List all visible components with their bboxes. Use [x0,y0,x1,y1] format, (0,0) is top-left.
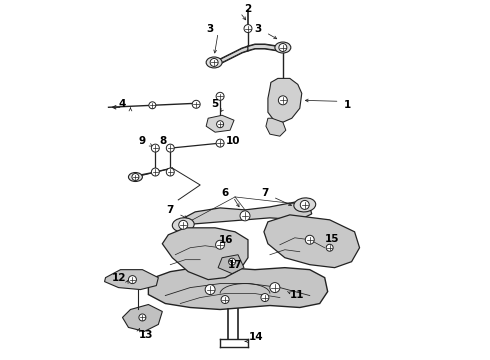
Circle shape [151,168,159,176]
Circle shape [244,24,252,32]
Text: 11: 11 [290,289,304,300]
Circle shape [210,58,218,67]
Polygon shape [148,268,328,310]
Text: 2: 2 [245,4,251,14]
Circle shape [132,174,139,180]
Polygon shape [206,115,234,132]
Text: 15: 15 [324,234,339,244]
Text: 14: 14 [248,332,263,342]
Circle shape [216,240,224,249]
Ellipse shape [294,198,316,212]
Polygon shape [268,78,302,122]
Polygon shape [122,305,162,332]
Circle shape [305,235,314,244]
Circle shape [192,100,200,108]
Ellipse shape [172,218,194,232]
Text: 7: 7 [261,188,269,198]
Text: 3: 3 [254,24,262,33]
Text: 3: 3 [206,24,214,33]
Circle shape [278,96,287,105]
Circle shape [221,296,229,303]
Circle shape [166,168,174,176]
Text: 5: 5 [212,99,219,109]
Polygon shape [180,202,312,228]
Circle shape [179,220,188,229]
Polygon shape [162,228,248,280]
Polygon shape [264,215,360,268]
Ellipse shape [275,42,291,53]
Circle shape [326,244,333,251]
Text: 6: 6 [221,188,229,198]
Circle shape [240,211,250,221]
Circle shape [128,276,136,284]
Text: 10: 10 [226,136,240,146]
Text: 13: 13 [139,330,154,341]
Circle shape [270,283,280,293]
Circle shape [205,285,215,294]
Text: 4: 4 [119,99,126,109]
Text: 17: 17 [228,260,243,270]
Polygon shape [248,45,278,50]
Ellipse shape [128,172,143,181]
Text: 1: 1 [344,100,351,110]
Text: 16: 16 [219,235,233,245]
Circle shape [151,144,159,152]
Circle shape [217,121,223,128]
Text: 8: 8 [160,136,167,146]
Circle shape [166,144,174,152]
Circle shape [139,314,146,321]
Circle shape [279,44,287,51]
Polygon shape [266,118,286,136]
Circle shape [216,92,224,100]
Ellipse shape [206,57,222,68]
Circle shape [228,258,236,265]
Text: 9: 9 [139,136,146,146]
Text: 12: 12 [112,273,127,283]
Circle shape [149,102,156,109]
Circle shape [216,139,224,147]
Polygon shape [104,270,158,289]
Polygon shape [218,255,244,274]
Text: 7: 7 [167,205,174,215]
Circle shape [261,293,269,302]
Circle shape [300,201,309,210]
Polygon shape [218,46,248,64]
